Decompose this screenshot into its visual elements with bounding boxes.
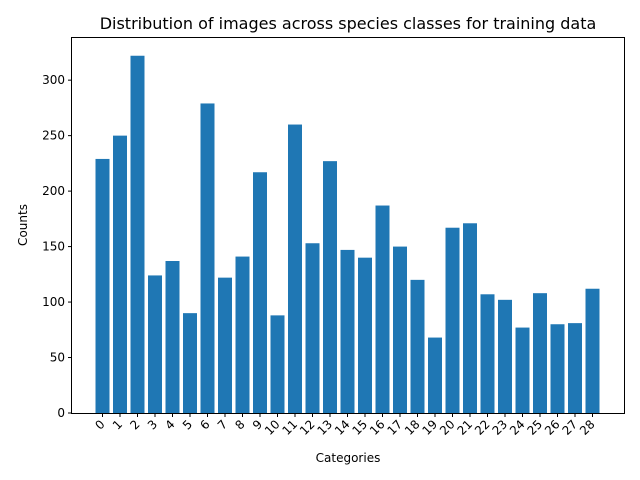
x-tick-label-4: 4 xyxy=(162,417,177,432)
x-tick-label-6: 6 xyxy=(197,417,212,432)
bar-0 xyxy=(95,158,110,413)
y-tick-label-300: 300 xyxy=(42,73,65,87)
bar-10 xyxy=(270,315,285,413)
x-tick-label-7: 7 xyxy=(215,417,230,432)
bar-15 xyxy=(358,257,372,413)
bar-12 xyxy=(305,243,320,413)
x-tick-label-5: 5 xyxy=(180,417,195,432)
bar-11 xyxy=(288,124,302,413)
plot-frame xyxy=(71,37,625,414)
bar-26 xyxy=(550,324,565,413)
bar-16 xyxy=(375,205,390,413)
x-axis-label: Categories xyxy=(316,451,381,465)
bar-14 xyxy=(340,249,355,413)
x-tick-label-2: 2 xyxy=(127,417,142,432)
y-tick-label-50: 50 xyxy=(50,351,65,365)
y-tick-label-200: 200 xyxy=(42,184,65,198)
bar-19 xyxy=(428,337,442,413)
y-tick-label-100: 100 xyxy=(42,295,65,309)
y-tick-label-0: 0 xyxy=(57,406,65,420)
x-tick-label-3: 3 xyxy=(145,417,160,432)
chart-title: Distribution of images across species cl… xyxy=(100,14,597,33)
bar-3 xyxy=(148,275,162,413)
bar-28 xyxy=(585,288,600,413)
x-tick-label-8: 8 xyxy=(232,417,247,432)
bar-6 xyxy=(200,103,215,414)
bar-13 xyxy=(323,161,337,413)
bar-25 xyxy=(533,293,547,413)
bar-20 xyxy=(445,227,460,413)
bar-27 xyxy=(568,323,582,413)
bar-8 xyxy=(235,256,250,413)
bar-22 xyxy=(480,294,495,413)
bar-9 xyxy=(253,172,267,413)
bars xyxy=(95,55,600,414)
x-tick-label-0: 0 xyxy=(92,417,107,432)
bar-2 xyxy=(130,55,145,413)
bar-23 xyxy=(498,299,512,413)
bar-4 xyxy=(165,261,180,413)
y-tick-label-150: 150 xyxy=(42,240,65,254)
x-tick-label-28: 28 xyxy=(577,417,598,438)
bar-7 xyxy=(218,277,232,413)
bar-5 xyxy=(183,313,197,413)
y-tick-label-250: 250 xyxy=(42,129,65,143)
bar-21 xyxy=(463,223,477,413)
y-axis-label: Counts xyxy=(16,204,30,246)
y-axis: 0 50 100 150 200 250 300 xyxy=(42,73,72,420)
x-tick-label-1: 1 xyxy=(110,417,125,432)
bar-1 xyxy=(113,135,127,413)
x-axis: 0 1 2 3 4 5 6 7 8 9101112131415161718192021222324… xyxy=(92,413,598,438)
bar-17 xyxy=(393,246,407,413)
bar-18 xyxy=(410,279,425,413)
bar-24 xyxy=(515,327,530,413)
